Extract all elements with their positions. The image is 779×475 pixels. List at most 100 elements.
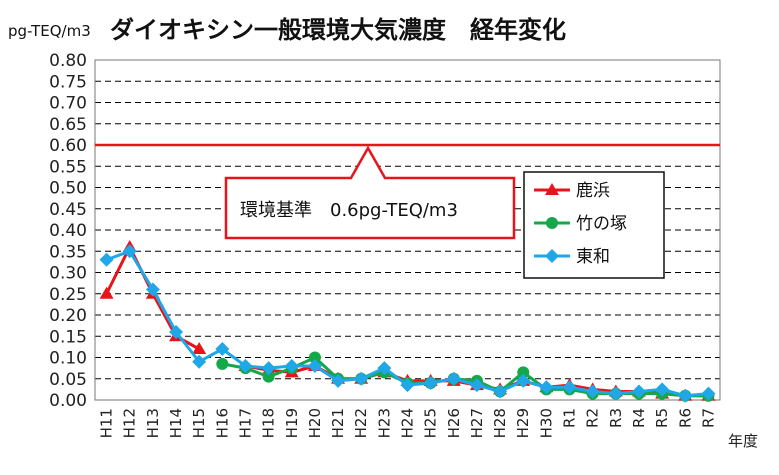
x-tick-label: H16 bbox=[213, 408, 231, 438]
x-tick-label: R3 bbox=[607, 408, 625, 428]
y-tick-label: 0.50 bbox=[49, 179, 87, 199]
data-point bbox=[215, 342, 230, 356]
data-point bbox=[678, 388, 693, 403]
x-tick-label: H13 bbox=[144, 408, 162, 438]
x-tick-label: H15 bbox=[190, 408, 208, 438]
data-point bbox=[284, 359, 299, 373]
legend-item: 鹿浜 bbox=[534, 181, 610, 201]
data-point bbox=[516, 373, 531, 388]
legend-item: 東和 bbox=[534, 247, 610, 267]
x-tick-label: H19 bbox=[283, 408, 301, 438]
data-point bbox=[145, 282, 160, 297]
data-point bbox=[517, 366, 530, 379]
data-point bbox=[562, 380, 577, 395]
x-tick-label: H12 bbox=[121, 408, 139, 438]
data-point bbox=[546, 217, 558, 229]
plot-frame bbox=[94, 59, 721, 401]
y-tick-label: 0.00 bbox=[49, 391, 87, 411]
y-tick-label: 0.30 bbox=[49, 264, 87, 284]
y-tick-label: 0.65 bbox=[49, 115, 87, 135]
y-tick-label: 0.70 bbox=[49, 94, 87, 114]
y-tick-label: 0.55 bbox=[49, 157, 87, 177]
data-point bbox=[469, 378, 484, 393]
data-point bbox=[493, 384, 508, 399]
x-tick-label: R4 bbox=[630, 408, 648, 428]
data-point bbox=[331, 373, 346, 388]
unit-label: pg-TEQ/m3 bbox=[8, 22, 91, 40]
y-tick-label: 0.75 bbox=[49, 72, 87, 92]
data-point bbox=[585, 384, 600, 399]
data-point bbox=[446, 371, 461, 386]
x-tick-label: H18 bbox=[260, 408, 278, 438]
legend-label: 東和 bbox=[576, 247, 610, 267]
y-tick-label: 0.25 bbox=[49, 285, 87, 305]
x-tick-label: H22 bbox=[352, 408, 370, 438]
data-point bbox=[655, 382, 670, 397]
y-tick-label: 0.10 bbox=[49, 349, 87, 369]
y-tick-label: 0.35 bbox=[49, 242, 87, 262]
data-point bbox=[192, 342, 207, 354]
x-tick-label: H30 bbox=[537, 408, 555, 438]
data-point bbox=[545, 183, 559, 195]
y-tick-label: 0.15 bbox=[49, 327, 87, 347]
x-tick-label: H21 bbox=[329, 408, 347, 438]
x-tick-label: R1 bbox=[561, 408, 579, 428]
series-diamond bbox=[99, 244, 716, 403]
x-tick-label: H27 bbox=[468, 408, 486, 438]
data-point bbox=[99, 286, 114, 299]
series-group bbox=[99, 240, 716, 403]
data-point bbox=[400, 378, 415, 393]
x-tick-label: H23 bbox=[375, 408, 393, 438]
callout-box bbox=[224, 145, 516, 240]
x-tick-label: H29 bbox=[514, 408, 532, 438]
x-tick-label: H14 bbox=[167, 408, 185, 438]
legend-label: 鹿浜 bbox=[576, 181, 610, 201]
y-tick-label: 0.60 bbox=[49, 136, 87, 156]
data-point bbox=[169, 325, 184, 339]
x-tick-label: R6 bbox=[676, 408, 694, 428]
y-tick-label: 0.40 bbox=[49, 221, 87, 241]
x-tick-label: H17 bbox=[236, 408, 254, 438]
y-tick-label: 0.45 bbox=[49, 200, 87, 220]
data-point bbox=[608, 386, 623, 401]
x-tick-label: H11 bbox=[98, 408, 116, 438]
x-axis-label: 年度 bbox=[728, 432, 758, 450]
y-tick-label: 0.20 bbox=[49, 306, 87, 326]
x-tick-label: H28 bbox=[491, 408, 509, 438]
data-point bbox=[423, 376, 438, 390]
data-point bbox=[377, 361, 392, 376]
callout-label: 環境基準 0.6pg-TEQ/m3 bbox=[240, 200, 458, 221]
data-point bbox=[262, 370, 275, 383]
data-point bbox=[631, 384, 646, 399]
x-axis: H11 H12 H13 H14 H15 H16 H17 H18 H19 H20 H21 H22 H23 H… bbox=[98, 408, 718, 438]
y-tick-label: 0.05 bbox=[49, 370, 87, 390]
x-tick-label: H20 bbox=[306, 408, 324, 438]
legend-label: 竹の塚 bbox=[576, 214, 627, 234]
data-point bbox=[308, 351, 321, 364]
x-tick-label: H26 bbox=[445, 408, 463, 438]
data-point bbox=[122, 244, 137, 259]
data-point bbox=[238, 359, 253, 373]
data-point bbox=[539, 380, 554, 395]
data-point bbox=[701, 386, 716, 401]
data-point bbox=[261, 361, 276, 376]
data-point bbox=[99, 252, 114, 267]
x-tick-label: H24 bbox=[399, 408, 417, 438]
y-axis: 0.000.050.100.150.200.250.300.350.400.45… bbox=[49, 51, 87, 411]
y-tick-label: 0.80 bbox=[49, 51, 87, 71]
x-tick-label: H25 bbox=[422, 408, 440, 438]
legend-item: 竹の塚 bbox=[534, 214, 627, 234]
data-point bbox=[545, 249, 559, 263]
x-tick-label: R7 bbox=[699, 408, 717, 428]
x-tick-label: R2 bbox=[584, 408, 602, 428]
data-point bbox=[192, 354, 207, 369]
x-tick-label: R5 bbox=[653, 408, 671, 428]
data-point bbox=[216, 357, 229, 370]
data-point bbox=[307, 359, 322, 373]
reference-callout: 環境基準 0.6pg-TEQ/m3 bbox=[224, 145, 516, 240]
data-point bbox=[354, 371, 369, 386]
chart-title: ダイオキシン一般環境大気濃度 経年変化 bbox=[110, 16, 566, 44]
